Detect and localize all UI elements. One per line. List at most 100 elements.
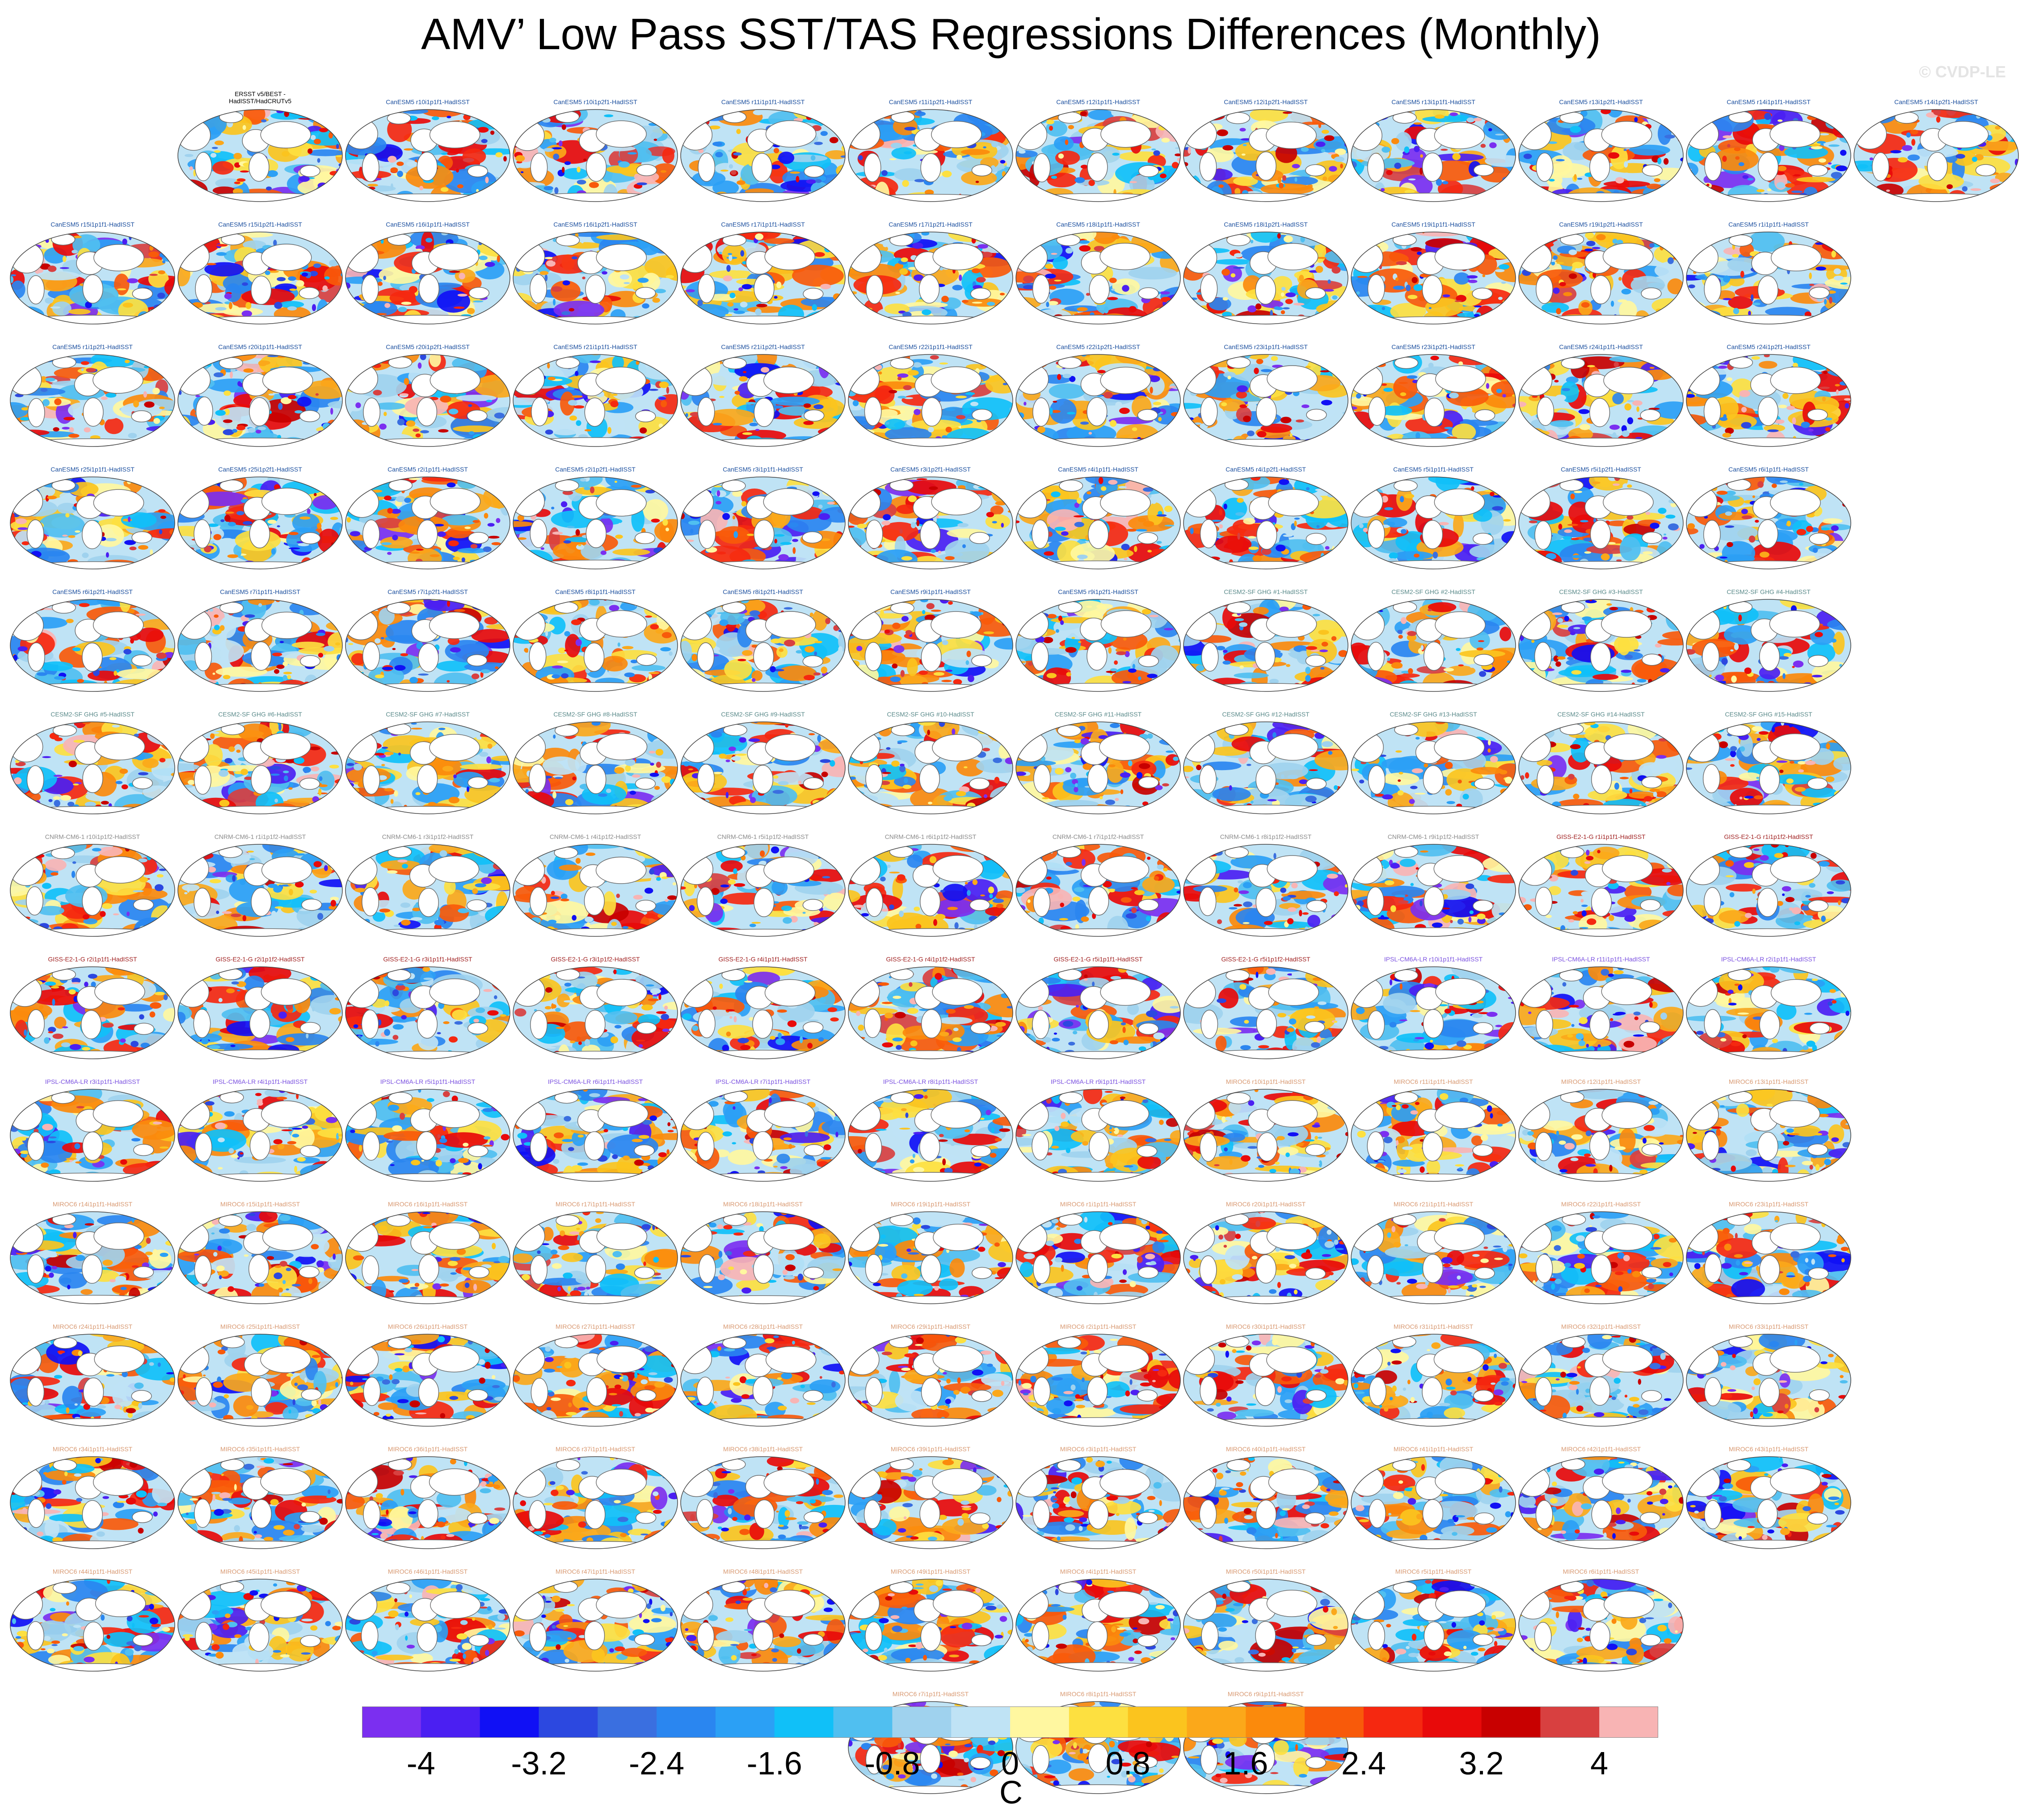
map-panel: CanESM5 r3i1p2f1-HadISST [847,457,1014,571]
regression-map [1351,966,1516,1059]
panel-label: MIROC6 r27i1p1f1-HadISST [555,1323,636,1330]
regression-map [177,599,343,692]
panel-label: CanESM5 r23i1p2f1-HadISST [1391,343,1475,350]
panel-label: CESM2-SF GHG #15-HadISST [1725,711,1812,718]
map-panel: CESM2-SF GHG #8-HadISST [512,702,679,816]
colorbar-swatch [1010,1706,1070,1738]
regression-map [345,721,510,814]
regression-map [680,1089,846,1182]
panel-label: CanESM5 r10i1p1f1-HadISST [386,98,470,105]
map-panel: CESM2-SF GHG #5-HadISST [9,702,176,816]
map-panel: CESM2-SF GHG #6-HadISST [177,702,344,816]
map-panel: CanESM5 r20i1p2f1-HadISST [344,334,511,449]
map-panel: MIROC6 r1i1p1f1-HadISST [1015,1192,1182,1306]
map-panel: MIROC6 r38i1p1f1-HadISST [679,1437,847,1551]
colorbar-tick-label: 0 [1001,1746,1019,1782]
colorbar-tick-label: 0.8 [1105,1746,1150,1782]
regression-map [848,354,1013,447]
colorbar-swatch [1128,1706,1187,1738]
map-panel: CanESM5 r4i1p1f1-HadISST [1015,457,1182,571]
regression-map [1518,844,1684,937]
map-panel: CanESM5 r16i1p2f1-HadISST [512,212,679,326]
panel-label: MIROC6 r3i1p1f1-HadISST [1060,1445,1137,1453]
map-panel: GISS-E2-1-G r5i1p1f1-HadISST [1015,947,1182,1061]
panel-label: CanESM5 r22i1p1f1-HadISST [889,343,973,350]
panel-label: IPSL-CM6A-LR r7i1p1f1-HadISST [715,1078,811,1085]
panel-label: CanESM5 r19i1p1f1-HadISST [1391,221,1475,228]
regression-map [10,1456,175,1549]
map-panel: MIROC6 r34i1p1f1-HadISST [9,1437,176,1551]
map-panel: CanESM5 r15i1p2f1-HadISST [177,212,344,326]
map-panel: CanESM5 r18i1p1f1-HadISST [1015,212,1182,326]
regression-map [1183,1579,1348,1672]
regression-map [680,1211,846,1304]
regression-map [10,232,175,324]
panel-label: MIROC6 r43i1p1f1-HadISST [1728,1445,1809,1453]
map-panel: IPSL-CM6A-LR r10i1p1f1-HadISST [1350,947,1517,1061]
regression-map [680,844,846,937]
panel-label: CanESM5 r20i1p1f1-HadISST [218,343,302,350]
panel-label: IPSL-CM6A-LR r9i1p1f1-HadISST [1050,1078,1146,1085]
panel-label: CanESM5 r2i1p1f1-HadISST [388,466,468,473]
panel-label: CanESM5 r15i1p1f1-HadISST [51,221,135,228]
regression-map [1015,354,1181,447]
map-panel: CESM2-SF GHG #10-HadISST [847,702,1014,816]
colorbar-swatch [1599,1706,1658,1738]
regression-map [1183,966,1348,1059]
panel-label: IPSL-CM6A-LR r5i1p1f1-HadISST [380,1078,476,1085]
map-panel: CanESM5 r1i1p2f1-HadISST [9,334,176,449]
map-panel: IPSL-CM6A-LR r8i1p1f1-HadISST [847,1069,1014,1184]
map-panel: CESM2-SF GHG #3-HadISST [1517,579,1685,694]
regression-map [177,844,343,937]
map-panel: IPSL-CM6A-LR r6i1p1f1-HadISST [512,1069,679,1184]
panel-label: MIROC6 r16i1p1f1-HadISST [388,1201,468,1208]
regression-map [1183,476,1348,569]
regression-map [177,354,343,447]
regression-map [177,476,343,569]
panel-label: MIROC6 r14i1p1f1-HadISST [52,1201,133,1208]
panel-label: CanESM5 r7i1p2f1-HadISST [388,588,468,595]
regression-map [1518,476,1684,569]
regression-map [345,1456,510,1549]
regression-map [1518,109,1684,202]
regression-map [680,721,846,814]
colorbar-swatch [892,1706,952,1738]
panel-label: CNRM-CM6-1 r1i1p1f2-HadISST [214,833,306,840]
panel-label: IPSL-CM6A-LR r6i1p1f1-HadISST [548,1078,643,1085]
map-panel: CESM2-SF GHG #2-HadISST [1350,579,1517,694]
regression-map [848,1211,1013,1304]
map-panel: CanESM5 r18i1p2f1-HadISST [1182,212,1349,326]
panel-label: CanESM5 r10i1p2f1-HadISST [553,98,637,105]
colorbar-swatch [362,1706,421,1738]
colorbar-swatch [715,1706,775,1738]
map-panel: MIROC6 r42i1p1f1-HadISST [1517,1437,1685,1551]
map-panel: CESM2-SF GHG #1-HadISST [1182,579,1349,694]
regression-map [1351,109,1516,202]
panel-label: IPSL-CM6A-LR r10i1p1f1-HadISST [1384,956,1483,963]
map-panel: CanESM5 r4i1p2f1-HadISST [1182,457,1349,571]
panel-label: CESM2-SF GHG #14-HadISST [1557,711,1645,718]
map-panel: CanESM5 r7i1p2f1-HadISST [344,579,511,694]
map-panel: CanESM5 r23i1p2f1-HadISST [1350,334,1517,449]
panel-label: CESM2-SF GHG #8-HadISST [553,711,637,718]
regression-map [10,1211,175,1304]
regression-map [1686,599,1851,692]
regression-map [1518,232,1684,324]
regression-map [1351,1456,1516,1549]
map-panel: MIROC6 r25i1p1f1-HadISST [177,1314,344,1428]
map-panel: CanESM5 r25i1p2f1-HadISST [177,457,344,571]
map-panel: CanESM5 r17i1p1f1-HadISST [679,212,847,326]
regression-map [680,109,846,202]
regression-map [1686,1211,1851,1304]
panel-label: MIROC6 r30i1p1f1-HadISST [1226,1323,1306,1330]
map-panel: MIROC6 r29i1p1f1-HadISST [847,1314,1014,1428]
panel-label: CanESM5 r8i1p1f1-HadISST [555,588,636,595]
panel-label: CESM2-SF GHG #4-HadISST [1727,588,1811,595]
watermark: © CVDP-LE [1919,63,2006,81]
map-panel: CanESM5 r22i1p2f1-HadISST [1015,334,1182,449]
map-panel: MIROC6 r28i1p1f1-HadISST [679,1314,847,1428]
panel-label: CESM2-SF GHG #10-HadISST [887,711,974,718]
regression-map [680,354,846,447]
panel-label: CanESM5 r17i1p1f1-HadISST [721,221,805,228]
panel-label: CanESM5 r6i1p1f1-HadISST [1728,466,1809,473]
